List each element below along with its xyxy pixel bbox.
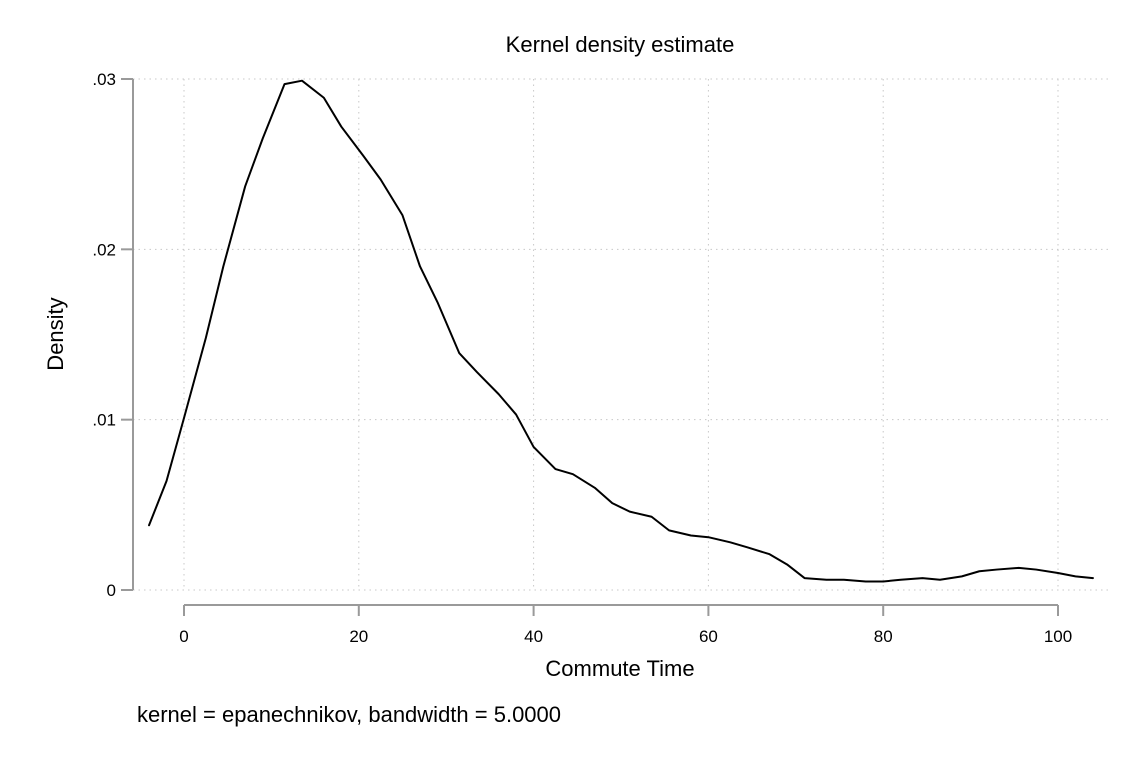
y-tick-label-2: .02 (92, 240, 116, 259)
x-tick-label-5: 100 (1044, 627, 1072, 646)
kernel-note: kernel = epanechnikov, bandwidth = 5.000… (137, 702, 561, 727)
y-tick-label-3: .03 (92, 70, 116, 89)
chart-title: Kernel density estimate (506, 32, 735, 57)
tick-marks (121, 78, 1059, 616)
density-line (148, 79, 1094, 583)
x-tick-label-4: 80 (874, 627, 893, 646)
grid-lines (133, 78, 1110, 591)
x-tick-label-1: 20 (349, 627, 368, 646)
x-tick-label-2: 40 (524, 627, 543, 646)
x-tick-label-0: 0 (179, 627, 188, 646)
y-tick-label-1: .01 (92, 411, 116, 430)
tick-labels: 0 .01 .02 .03 0 20 40 60 80 100 (92, 70, 1072, 646)
x-axis-label: Commute Time (545, 656, 694, 681)
y-axis-label: Density (43, 297, 68, 370)
axes (132, 79, 1058, 606)
y-tick-label-0: 0 (107, 581, 116, 600)
x-tick-label-3: 60 (699, 627, 718, 646)
